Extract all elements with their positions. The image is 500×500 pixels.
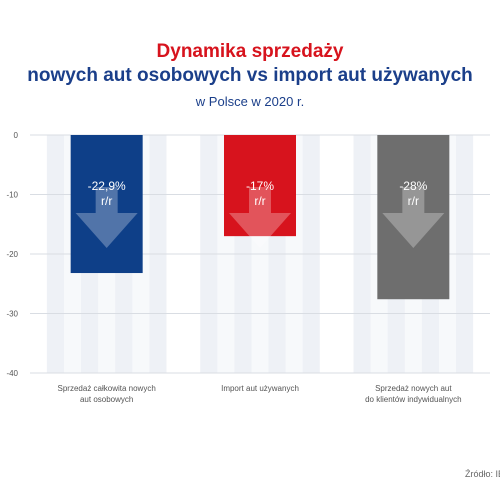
y-tick-label: 0 [14,131,19,140]
data-label: r/r [254,194,265,208]
data-label: -28% [399,179,427,193]
bar [70,135,143,274]
y-tick-label: -10 [6,191,18,200]
bar [377,135,450,300]
subtitle: w Polsce w 2020 r. [195,94,305,109]
data-label: r/r [101,194,112,208]
title-line-2: nowych aut osobowych vs import aut używa… [27,65,473,86]
source-note: Źródło: IB [465,469,500,479]
data-label: -22,9% [88,179,126,193]
y-tick-label: -40 [6,369,18,378]
x-category-label: do klientów indywidualnych [365,395,462,404]
x-category-label: Sprzedaż całkowita nowych [58,384,156,393]
title-line-1: Dynamika sprzedaży [156,41,344,62]
down-arrow-icon [75,187,138,248]
y-tick-label: -30 [6,310,18,319]
data-label: r/r [408,194,419,208]
data-label: -17% [246,179,274,193]
down-arrow-icon [382,187,445,248]
x-category-label: aut osobowych [80,395,133,404]
x-category-label: Import aut używanych [221,384,299,393]
down-arrow-icon [229,187,291,248]
x-category-label: Sprzedaż nowych aut [375,384,452,393]
chart-title: Dynamika sprzedaży nowych aut osobowych … [0,40,500,113]
y-tick-label: -20 [6,250,18,259]
bar [224,135,296,237]
